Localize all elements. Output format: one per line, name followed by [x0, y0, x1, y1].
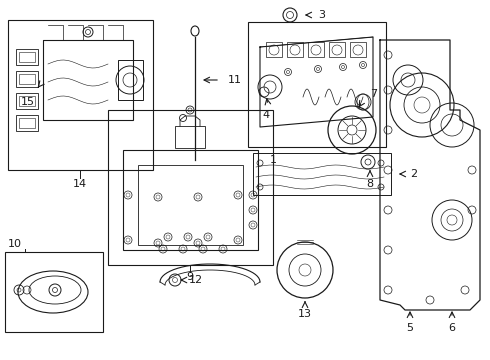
Text: 15: 15 — [21, 97, 35, 107]
Bar — [118, 60, 143, 100]
Bar — [266, 42, 282, 57]
Text: 7: 7 — [370, 89, 378, 99]
Bar — [19, 52, 35, 62]
Text: 5: 5 — [407, 323, 414, 333]
Text: 4: 4 — [263, 110, 270, 120]
Text: 9: 9 — [186, 272, 194, 282]
Text: 14: 14 — [73, 179, 87, 189]
Bar — [123, 150, 258, 250]
Text: 11: 11 — [228, 75, 242, 85]
Bar — [16, 49, 38, 65]
Bar — [19, 96, 35, 106]
Bar — [108, 110, 273, 265]
Text: 10: 10 — [8, 239, 22, 249]
Text: 6: 6 — [448, 323, 456, 333]
Bar — [16, 115, 38, 131]
Text: 2: 2 — [411, 169, 417, 179]
Bar — [43, 40, 133, 120]
Bar — [308, 42, 324, 57]
Bar — [329, 42, 345, 57]
Bar — [8, 20, 153, 170]
Text: 13: 13 — [298, 309, 312, 319]
Bar — [19, 118, 35, 128]
Bar — [16, 71, 38, 87]
Bar — [138, 165, 243, 245]
Bar — [287, 42, 303, 57]
Bar — [175, 126, 205, 148]
Text: 8: 8 — [367, 179, 373, 189]
Text: 1: 1 — [270, 155, 276, 165]
Bar — [350, 42, 366, 57]
Text: 3: 3 — [318, 10, 325, 20]
Bar — [19, 74, 35, 84]
Bar — [16, 93, 38, 109]
Bar — [253, 153, 391, 195]
Text: 12: 12 — [189, 275, 203, 285]
Bar — [5, 252, 103, 332]
Bar — [248, 22, 386, 147]
